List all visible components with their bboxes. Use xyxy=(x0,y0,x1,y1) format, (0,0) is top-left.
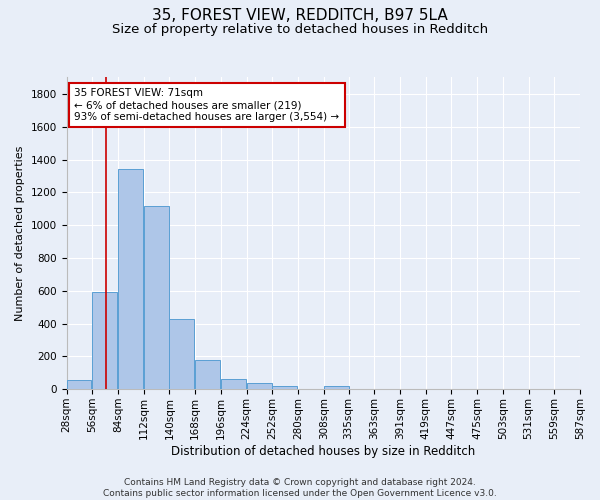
Bar xyxy=(169,320,194,389)
Bar xyxy=(221,380,246,389)
Bar xyxy=(195,360,220,389)
Bar xyxy=(272,386,297,389)
Text: 35, FOREST VIEW, REDDITCH, B97 5LA: 35, FOREST VIEW, REDDITCH, B97 5LA xyxy=(152,8,448,22)
Bar xyxy=(324,386,349,389)
Bar xyxy=(67,380,91,389)
Bar xyxy=(118,168,143,389)
Bar xyxy=(247,382,272,389)
Y-axis label: Number of detached properties: Number of detached properties xyxy=(15,146,25,321)
Text: Contains HM Land Registry data © Crown copyright and database right 2024.
Contai: Contains HM Land Registry data © Crown c… xyxy=(103,478,497,498)
Bar xyxy=(92,292,117,389)
Text: 35 FOREST VIEW: 71sqm
← 6% of detached houses are smaller (219)
93% of semi-deta: 35 FOREST VIEW: 71sqm ← 6% of detached h… xyxy=(74,88,340,122)
Bar xyxy=(143,206,169,389)
Text: Size of property relative to detached houses in Redditch: Size of property relative to detached ho… xyxy=(112,22,488,36)
X-axis label: Distribution of detached houses by size in Redditch: Distribution of detached houses by size … xyxy=(171,444,475,458)
